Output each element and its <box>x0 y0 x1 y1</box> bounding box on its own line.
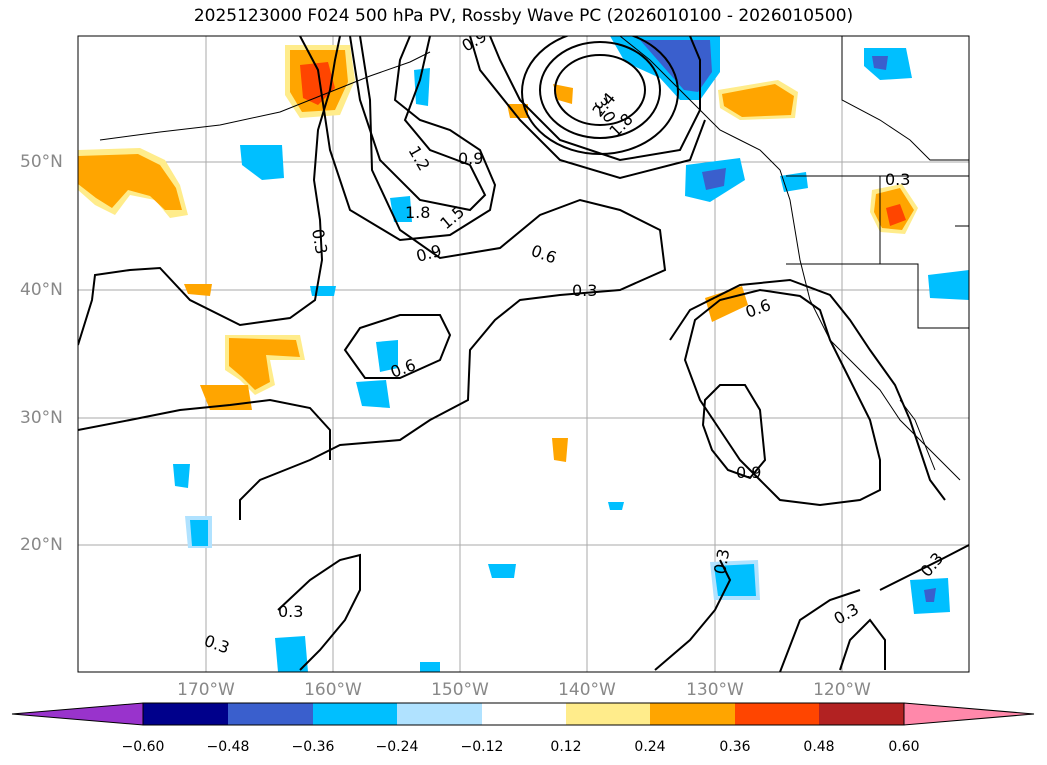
lat-label-40n: 40°N <box>20 280 63 300</box>
lon-label-130w: 130°W <box>686 680 744 700</box>
lon-label-120w: 120°W <box>813 680 871 700</box>
lat-label-30n: 30°N <box>20 408 63 428</box>
lon-label-150w: 150°W <box>431 680 489 700</box>
colorbar-bin <box>482 703 566 725</box>
colorbar-tick: −0.60 <box>121 739 165 755</box>
colorbar-tick: −0.12 <box>460 739 504 755</box>
colorbar <box>11 702 1035 726</box>
colorbar-bin <box>397 703 482 725</box>
lon-label-160w: 160°W <box>304 680 362 700</box>
colorbar-bin <box>143 703 228 725</box>
contour-label: 0.9 <box>458 149 483 168</box>
colorbar-bin <box>566 703 650 725</box>
colorbar-tick: 0.60 <box>888 739 920 755</box>
contour-label: 0.3 <box>710 547 733 575</box>
colorbar-bin <box>650 703 735 725</box>
colorbar-tick: −0.48 <box>206 739 250 755</box>
colorbar-bin <box>313 703 397 725</box>
colorbar-tick: 0.24 <box>634 739 666 755</box>
colorbar-tick: 0.48 <box>803 739 835 755</box>
colorbar-tick: 0.12 <box>550 739 582 755</box>
colorbar-outline <box>142 702 905 726</box>
lon-label-140w: 140°W <box>558 680 616 700</box>
map-title: 2025123000 F024 500 hPa PV, Rossby Wave … <box>193 6 854 26</box>
colorbar-bin <box>819 703 904 725</box>
pv-contours <box>78 36 969 672</box>
contour-label: 0.3 <box>572 281 597 300</box>
colorbar-tick: −0.36 <box>291 739 335 755</box>
lat-label-20n: 20°N <box>20 535 63 555</box>
contour-label: 1.8 <box>405 203 430 222</box>
contour-label: 0.3 <box>278 602 303 621</box>
colorbar-bin <box>228 703 313 725</box>
map-border <box>77 35 970 673</box>
colorbar-tick: 0.36 <box>719 739 751 755</box>
map-background <box>78 36 969 672</box>
lon-label-170w: 170°W <box>177 680 235 700</box>
colorbar-tick: −0.24 <box>375 739 419 755</box>
contour-label: 0.3 <box>885 170 910 189</box>
colorbar-bin <box>735 703 819 725</box>
graticule <box>78 36 969 672</box>
contour-label: 0.9 <box>736 463 761 482</box>
contour-label: 0.3 <box>308 227 331 255</box>
colorbar-extend-low <box>11 702 144 726</box>
lat-label-50n: 50°N <box>20 152 63 172</box>
